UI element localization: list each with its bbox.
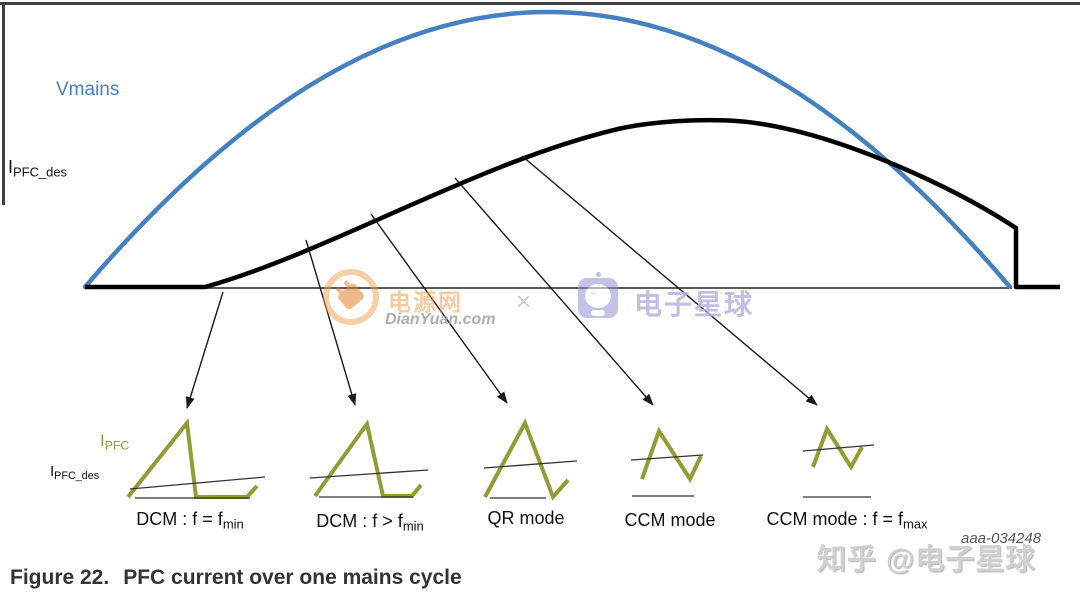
ipfc-des-mini-base: I <box>50 463 55 480</box>
waveform-dcm-fmin <box>126 418 259 499</box>
arrow-to-ccm-fmax <box>521 155 818 406</box>
arrow-to-qr-mode <box>370 213 508 404</box>
mode-3-text: QR mode <box>487 508 565 528</box>
mode-5-sub: max <box>903 516 928 532</box>
zhihu-watermark: 知乎 @电子星球 <box>817 544 1036 576</box>
figure-left-border <box>2 2 5 205</box>
waveform-qr-mode <box>483 418 570 501</box>
figure-caption-number: Figure 22. <box>10 566 110 589</box>
ipfc-des-mini-sub: PFC_des <box>54 470 100 483</box>
mode-label-dcm-f-gt-fmin: DCM : f > fmin <box>288 511 452 534</box>
dianyuan-watermark-url: DianYuan.com <box>385 311 496 328</box>
ipfc-des-base: I <box>8 157 14 177</box>
mode-5-text: CCM mode : f = f <box>766 509 904 529</box>
ipfc-des-label: IPFC_des <box>8 157 67 180</box>
mode-1-text: DCM : f = f <box>136 509 223 529</box>
plug-icon <box>336 282 366 311</box>
dianzixingqiu-watermark-name: 电子星球 <box>634 289 755 320</box>
dianzixingqiu-robot-icon: ~ <box>578 272 618 320</box>
figure-caption-title: PFC current over one mains cycle <box>123 566 462 589</box>
ipfc-des-mini-label: IPFC_des <box>50 463 99 482</box>
dianyuan-watermark-name: 电源网 <box>388 289 463 315</box>
figure-top-border <box>0 2 1080 5</box>
ipfc-mini-label: IPFC <box>100 431 129 452</box>
arrow-to-ccm-mode <box>454 177 654 406</box>
des-level-line-4 <box>630 454 704 461</box>
figure-code: aaa-034248 <box>961 530 1042 547</box>
dianyuan-plug-icon <box>323 269 379 325</box>
arrow-to-dcm-fmin <box>185 291 224 409</box>
mode-label-dcm-fmin: DCM : f = fmin <box>108 509 272 532</box>
arrow-to-dcm-f-gt-fmin <box>305 239 357 406</box>
mode-label-qr: QR mode <box>464 508 588 531</box>
ipfc-sub: PFC <box>104 438 130 453</box>
waveform-dcm-f-gt-fmin <box>313 419 423 498</box>
mode-label-ccm: CCM mode <box>606 510 734 533</box>
mode-1-sub: min <box>222 516 244 532</box>
mode-2-text: DCM : f > f <box>316 511 403 531</box>
des-level-line-5 <box>802 444 875 452</box>
figure-caption: Figure 22. PFC current over one mains cyc… <box>10 566 462 590</box>
watermark-separator: × <box>516 286 532 316</box>
mode-label-ccm-fmax: CCM mode : f = fmax <box>750 509 944 532</box>
vmains-curve <box>82 9 1013 290</box>
robot-face <box>585 284 611 308</box>
mode-4-text: CCM mode <box>624 510 716 530</box>
des-level-line-1 <box>129 476 266 490</box>
robot-wave-glyph: ~ <box>590 288 597 300</box>
ipfc-des-sub: PFC_des <box>13 164 68 180</box>
vmains-label: Vmains <box>56 79 120 100</box>
robot-feet <box>591 310 605 316</box>
ipfc-base: I <box>100 431 105 450</box>
des-level-line-3 <box>483 460 578 469</box>
waveform-ccm-mode <box>640 426 703 484</box>
mode-2-sub: min <box>402 518 424 534</box>
des-level-line-2 <box>309 469 429 479</box>
ipfc-des-curve <box>85 117 1060 290</box>
robot-antenna <box>596 272 601 277</box>
